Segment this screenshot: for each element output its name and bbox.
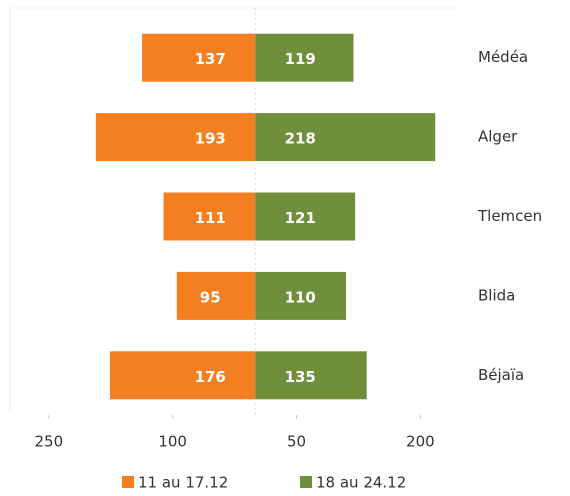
category-label: Blida [478,286,515,304]
value-label: 110 [285,288,316,306]
value-label: 121 [285,209,316,227]
bar [255,192,356,241]
x-tick-label: 100 [158,433,187,451]
legend-label: 18 au 24.12 [316,474,406,492]
bar [142,33,256,82]
bar [255,351,367,400]
bar [255,271,347,320]
legend-label: 11 au 17.12 [138,474,228,492]
bar [163,192,256,241]
legend-swatch [300,476,312,488]
value-label: 111 [195,209,226,227]
x-tick-label: 50 [287,433,306,451]
value-label: 193 [195,130,226,148]
value-label: 218 [285,130,316,148]
bar [255,113,436,162]
bar [176,271,256,320]
value-label: 176 [195,368,226,386]
category-label: Tlemcen [477,207,542,225]
x-tick-label: 200 [406,433,435,451]
category-label: Béjaïa [478,366,524,384]
bar [95,113,256,162]
value-label: 137 [195,50,226,68]
category-label: Alger [478,128,518,146]
x-tick-label: 250 [34,433,63,451]
value-label: 135 [285,368,316,386]
bar [109,351,256,400]
legend-swatch [122,476,134,488]
bar [255,33,354,82]
value-label: 119 [285,50,316,68]
value-label: 95 [200,288,221,306]
category-label: Médéa [478,48,528,66]
